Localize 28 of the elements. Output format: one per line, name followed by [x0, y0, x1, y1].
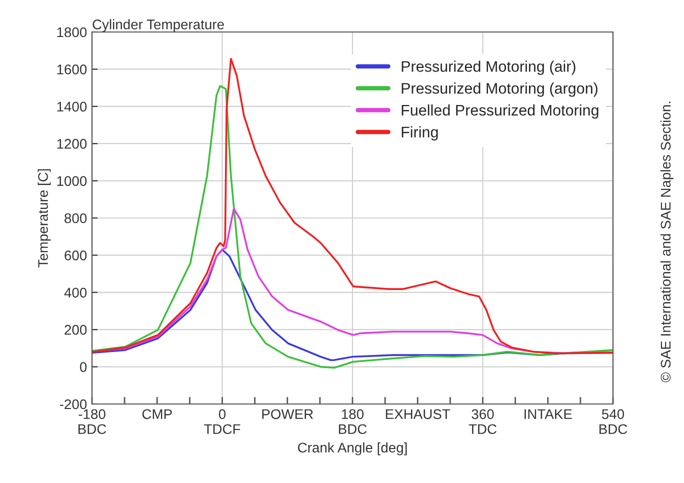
y-tick-label: 200	[64, 324, 87, 335]
y-tick-label: 1000	[57, 176, 87, 186]
legend-label: Pressurized Motoring (argon)	[402, 82, 598, 97]
x-tick-label: 0 TDCF	[204, 409, 240, 434]
x-tick-label: 540 BDC	[599, 409, 628, 434]
x-tick-label: CMP	[142, 409, 172, 420]
y-tick-label: 600	[64, 250, 87, 260]
chart-title: Cylinder Temperature	[92, 19, 224, 32]
x-tick-label: -180 BDC	[78, 409, 106, 434]
x-axis-title: Crank Angle [deg]	[298, 442, 407, 456]
y-tick-label: 1200	[57, 138, 87, 149]
y-tick-label: 800	[64, 213, 87, 224]
y-tick-label: 1800	[57, 27, 87, 38]
text: © SAE International and SAE Naples Section.	[660, 102, 674, 382]
legend-label: Pressurized Motoring (air)	[402, 60, 576, 75]
x-tick-label: 360 TDC	[468, 409, 496, 434]
x-tick-label: 180 BDC	[338, 409, 367, 434]
y-tick-label: -200	[60, 399, 87, 410]
x-tick-label: EXHAUST	[386, 409, 450, 420]
x-tick-label: POWER	[262, 409, 313, 420]
y-tick-label: 1400	[57, 102, 87, 112]
y-tick-label: 1600	[57, 64, 87, 74]
x-tick-label: INTAKE	[524, 409, 572, 419]
legend-label: Firing	[402, 126, 438, 141]
legend-label: Fuelled Pressurized Motoring	[402, 104, 598, 119]
y-axis-title: Temperature [C]	[38, 169, 51, 268]
y-tick-label: 400	[64, 288, 87, 298]
y-tick-label: 0	[80, 362, 87, 372]
